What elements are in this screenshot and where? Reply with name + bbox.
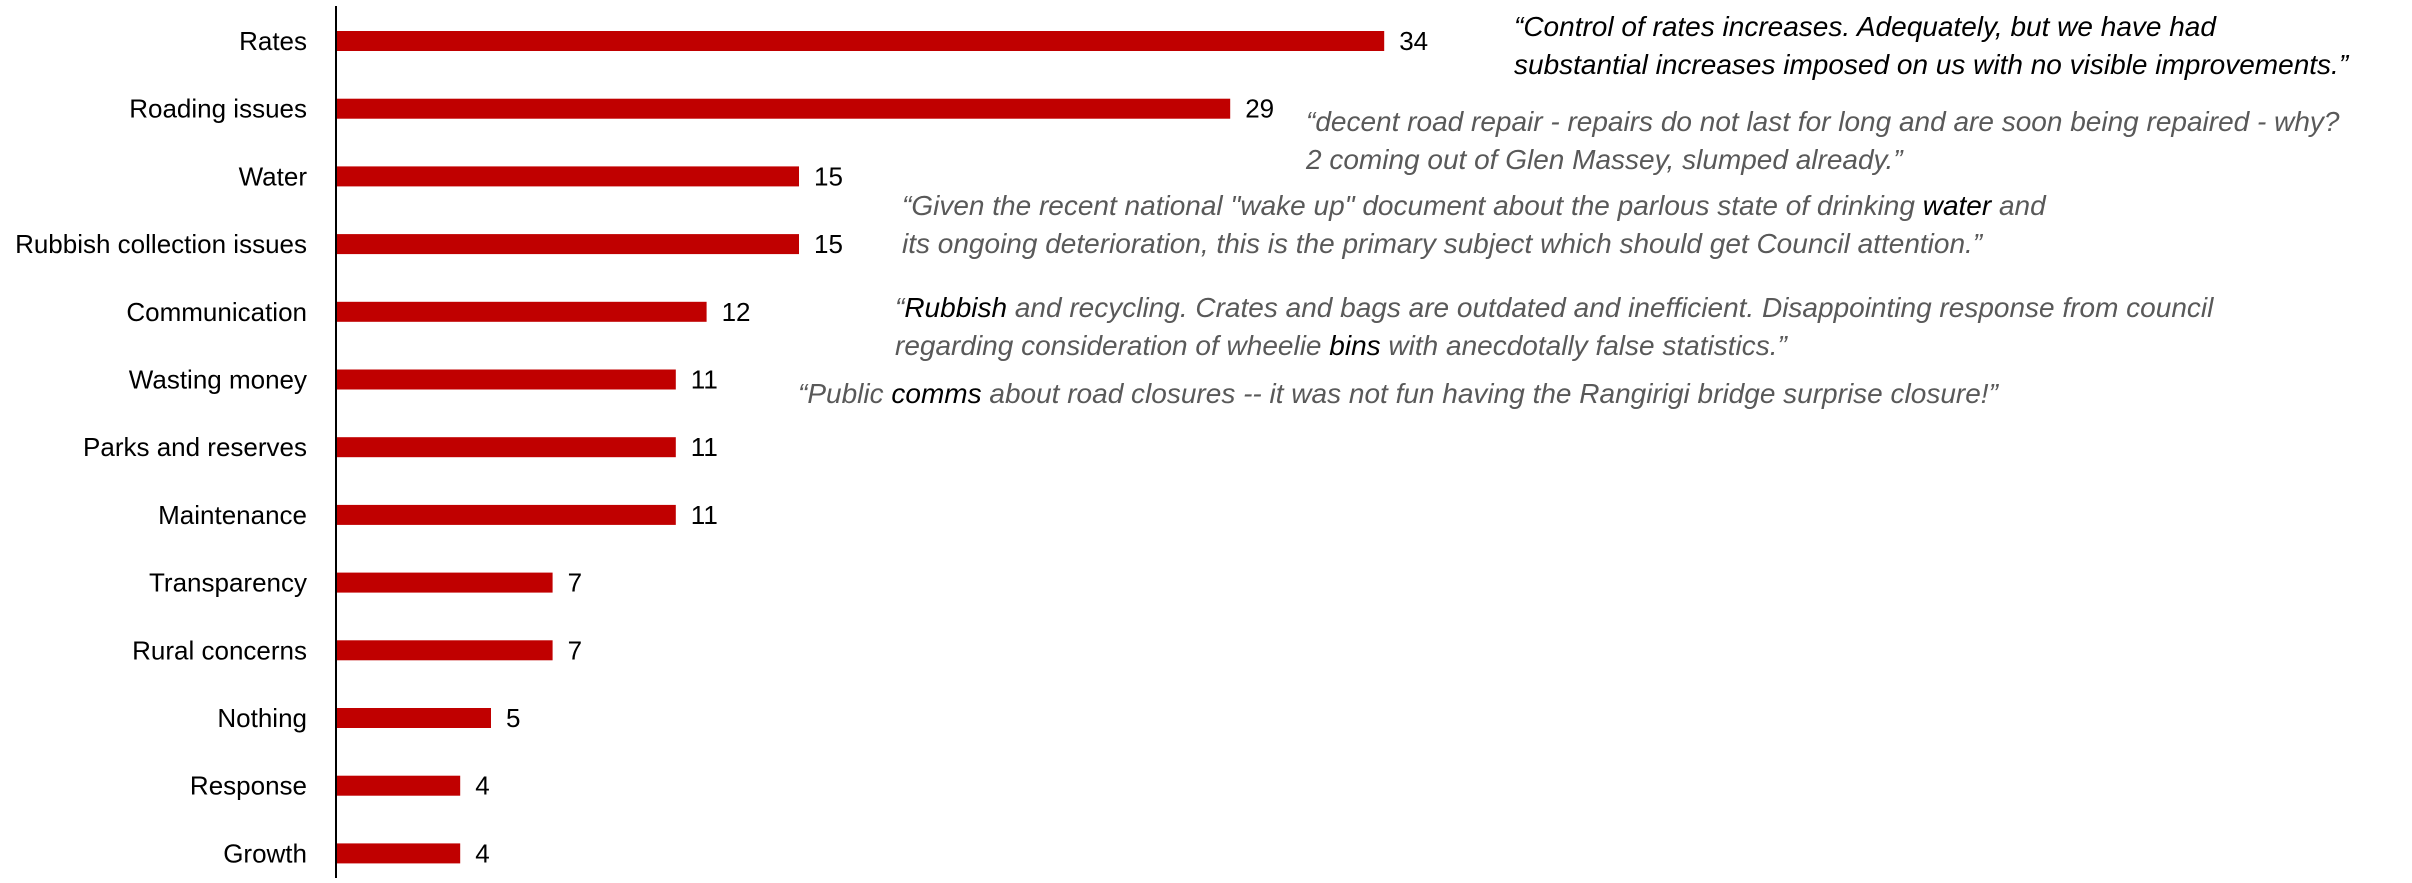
category-label: Rural concerns <box>132 635 307 665</box>
category-label: Maintenance <box>158 500 307 530</box>
quote-line: “decent road repair - repairs do not las… <box>1306 103 2339 141</box>
quote-line: substantial increases imposed on us with… <box>1514 46 2348 84</box>
category-label: Rates <box>239 26 307 56</box>
quote-keyword: comms <box>891 378 982 409</box>
quote-line: “Rubbish and recycling. Crates and bags … <box>895 289 2213 327</box>
data-label: 15 <box>814 229 843 259</box>
data-label: 5 <box>506 703 520 733</box>
quote-text: about road closures -- it was not fun ha… <box>981 378 1998 409</box>
bar <box>337 640 553 661</box>
category-label: Wasting money <box>129 365 307 395</box>
category-label: Water <box>239 161 308 191</box>
category-label: Roading issues <box>129 94 307 124</box>
quote-annotation: “decent road repair - repairs do not las… <box>1306 103 2339 179</box>
quote-text: regarding consideration of wheelie <box>895 330 1330 361</box>
bar <box>337 31 1385 51</box>
bar <box>337 572 553 593</box>
data-label: 4 <box>475 838 489 868</box>
category-label: Parks and reserves <box>83 432 307 462</box>
category-label: Communication <box>126 297 307 327</box>
quote-keyword: water <box>1922 190 1992 221</box>
quote-text: 2 coming out of Glen Massey, slumped alr… <box>1306 144 1903 175</box>
data-label: 11 <box>691 500 718 530</box>
bar <box>337 166 799 187</box>
quote-text: and <box>1991 190 2046 221</box>
data-label: 15 <box>814 161 843 191</box>
quote-annotation: “Control of rates increases. Adequately,… <box>1514 8 2348 84</box>
quote-annotation: “Given the recent national "wake up" doc… <box>902 187 2046 263</box>
quote-text: “Public <box>798 378 892 409</box>
data-label: 12 <box>722 297 751 327</box>
category-label: Nothing <box>217 703 307 733</box>
quote-annotation: “Rubbish and recycling. Crates and bags … <box>895 289 2213 365</box>
quote-text: its ongoing deterioration, this is the p… <box>902 228 1983 259</box>
quote-text: and recycling. Crates and bags are outda… <box>1007 292 2214 323</box>
quote-keyword: Rubbish <box>904 292 1008 323</box>
data-label: 34 <box>1399 26 1428 56</box>
quote-annotation: “Public comms about road closures -- it … <box>798 375 1998 413</box>
data-label: 11 <box>691 432 718 462</box>
quote-text: “decent road repair - repairs do not las… <box>1306 106 2340 137</box>
quote-line: “Given the recent national "wake up" doc… <box>902 187 2046 225</box>
quote-keyword: bins <box>1329 330 1381 361</box>
category-label: Response <box>190 771 307 801</box>
bar <box>337 234 799 255</box>
quote-text: with anecdotally false statistics.” <box>1380 330 1787 361</box>
bar <box>337 843 461 864</box>
quote-text: “Given the recent national "wake up" doc… <box>902 190 1923 221</box>
bar <box>337 301 707 322</box>
category-label: Transparency <box>149 568 307 598</box>
quote-text: “Control of rates increases. Adequately,… <box>1514 11 2216 42</box>
bar <box>337 98 1231 119</box>
quote-text: substantial increases imposed on us with… <box>1514 49 2349 80</box>
data-label: 29 <box>1245 94 1274 124</box>
quote-line: regarding consideration of wheelie bins … <box>895 327 2213 365</box>
bar <box>337 437 676 458</box>
data-label: 4 <box>475 771 489 801</box>
data-label: 11 <box>691 365 718 395</box>
quote-line: 2 coming out of Glen Massey, slumped alr… <box>1306 141 2339 179</box>
data-label: 7 <box>568 568 582 598</box>
quote-text: “ <box>895 292 905 323</box>
quote-line: “Control of rates increases. Adequately,… <box>1514 8 2348 46</box>
data-label: 7 <box>568 635 582 665</box>
bar <box>337 369 676 390</box>
bar <box>337 708 491 728</box>
bar <box>337 775 461 796</box>
category-label: Growth <box>223 838 307 868</box>
quote-line: its ongoing deterioration, this is the p… <box>902 225 2046 263</box>
category-label: Rubbish collection issues <box>15 229 307 259</box>
bar <box>337 504 676 525</box>
quote-line: “Public comms about road closures -- it … <box>798 375 1998 413</box>
